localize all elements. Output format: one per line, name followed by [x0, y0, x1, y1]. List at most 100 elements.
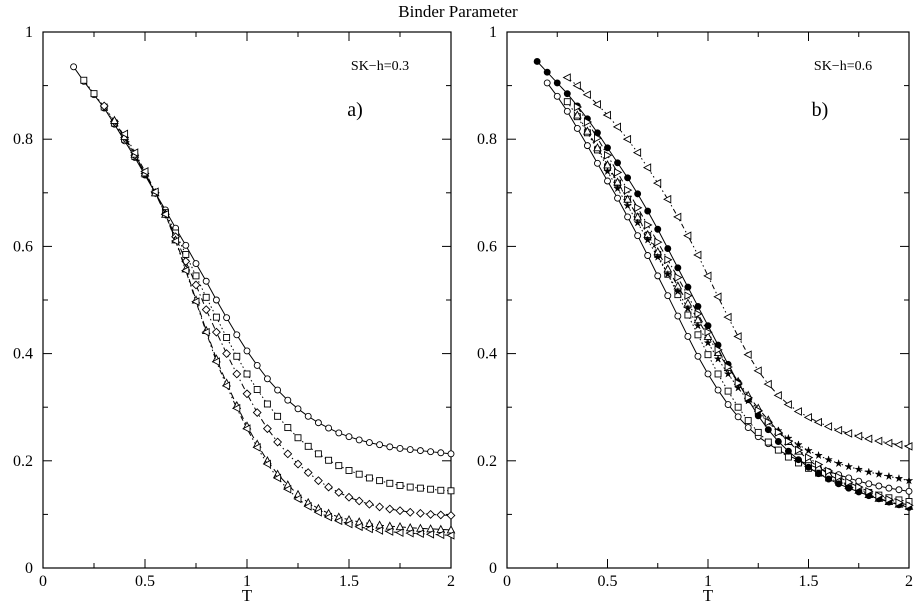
- data-point: [624, 185, 633, 195]
- data-point: [664, 245, 672, 252]
- data-point: [160, 209, 169, 219]
- data-point: [664, 255, 673, 265]
- data-point: [704, 370, 712, 378]
- data-point: [211, 327, 221, 337]
- data-point: [694, 309, 703, 319]
- data-point: [233, 331, 241, 339]
- data-point: [664, 292, 672, 300]
- data-point: [885, 484, 893, 492]
- data-point: [593, 143, 602, 152]
- data-point: [845, 477, 854, 487]
- series-line: [536, 61, 910, 508]
- data-point: [784, 453, 792, 461]
- y-tick-label: 0: [25, 560, 33, 577]
- data-point: [181, 266, 190, 275]
- data-point: [895, 498, 904, 507]
- data-point: [563, 107, 571, 115]
- data-point: [212, 296, 220, 304]
- data-point: [192, 272, 200, 280]
- data-point: [744, 417, 752, 425]
- data-point: [583, 117, 593, 127]
- data-point: [653, 252, 663, 261]
- data-point: [724, 401, 732, 408]
- data-point: [604, 150, 613, 160]
- data-point: [805, 463, 812, 471]
- data-point: [643, 235, 653, 244]
- data-point: [684, 283, 692, 291]
- data-point: [724, 362, 733, 372]
- data-point: [684, 291, 693, 301]
- data-point: [652, 178, 662, 188]
- x-tick-label: 0: [39, 573, 47, 590]
- data-point: [334, 516, 343, 526]
- x-tick-label: 1: [704, 573, 712, 590]
- data-point: [262, 459, 271, 469]
- data-point: [594, 133, 603, 143]
- data-point: [744, 393, 753, 402]
- series-5: [119, 129, 455, 540]
- data-point: [714, 370, 722, 378]
- data-point: [713, 292, 722, 302]
- y-tick-label: 0.8: [477, 131, 497, 148]
- data-point: [612, 122, 621, 132]
- data-point: [693, 321, 703, 330]
- data-point: [293, 459, 303, 469]
- y-tick-label: 0.2: [13, 453, 33, 470]
- data-point: [774, 446, 782, 454]
- data-point: [182, 241, 190, 249]
- data-point: [365, 474, 373, 482]
- data-point: [632, 148, 642, 157]
- data-point: [723, 369, 733, 378]
- data-point: [634, 203, 643, 213]
- data-point: [774, 438, 782, 445]
- data-point: [415, 529, 424, 539]
- data-point: [844, 462, 854, 471]
- data-point: [663, 269, 673, 279]
- data-point: [754, 406, 764, 415]
- data-point: [232, 403, 241, 413]
- data-point: [553, 92, 561, 100]
- data-point: [313, 476, 323, 486]
- data-point: [170, 236, 180, 246]
- data-point: [865, 487, 874, 496]
- data-point: [294, 434, 302, 442]
- data-point: [437, 449, 445, 457]
- data-point: [272, 473, 282, 483]
- data-point: [825, 466, 834, 476]
- data-point: [110, 115, 119, 124]
- data-point: [704, 351, 712, 359]
- data-point: [884, 438, 893, 448]
- data-point: [644, 252, 652, 259]
- x-tick-label: 0.5: [598, 573, 618, 590]
- data-point: [764, 426, 772, 434]
- series-line: [103, 105, 452, 516]
- data-point: [573, 110, 582, 119]
- data-point: [634, 232, 642, 240]
- data-point: [223, 334, 231, 341]
- data-point: [202, 293, 210, 301]
- data-point: [693, 250, 702, 260]
- data-point: [447, 450, 455, 458]
- data-point: [614, 194, 621, 202]
- data-point: [324, 482, 334, 492]
- data-point: [416, 447, 424, 455]
- data-point: [793, 407, 802, 416]
- data-point: [754, 428, 762, 436]
- data-point: [654, 272, 662, 280]
- data-point: [344, 519, 353, 529]
- data-point: [795, 445, 804, 455]
- data-point: [202, 277, 210, 285]
- data-point: [90, 90, 98, 98]
- data-point: [714, 345, 723, 355]
- data-point: [313, 507, 322, 517]
- data-point: [283, 449, 293, 459]
- data-point: [243, 370, 251, 378]
- data-point: [436, 530, 445, 540]
- data-point: [425, 529, 435, 539]
- data-point: [303, 468, 313, 478]
- data-point: [674, 312, 682, 320]
- series-5: [533, 58, 913, 511]
- data-point: [405, 528, 414, 538]
- data-point: [335, 462, 343, 470]
